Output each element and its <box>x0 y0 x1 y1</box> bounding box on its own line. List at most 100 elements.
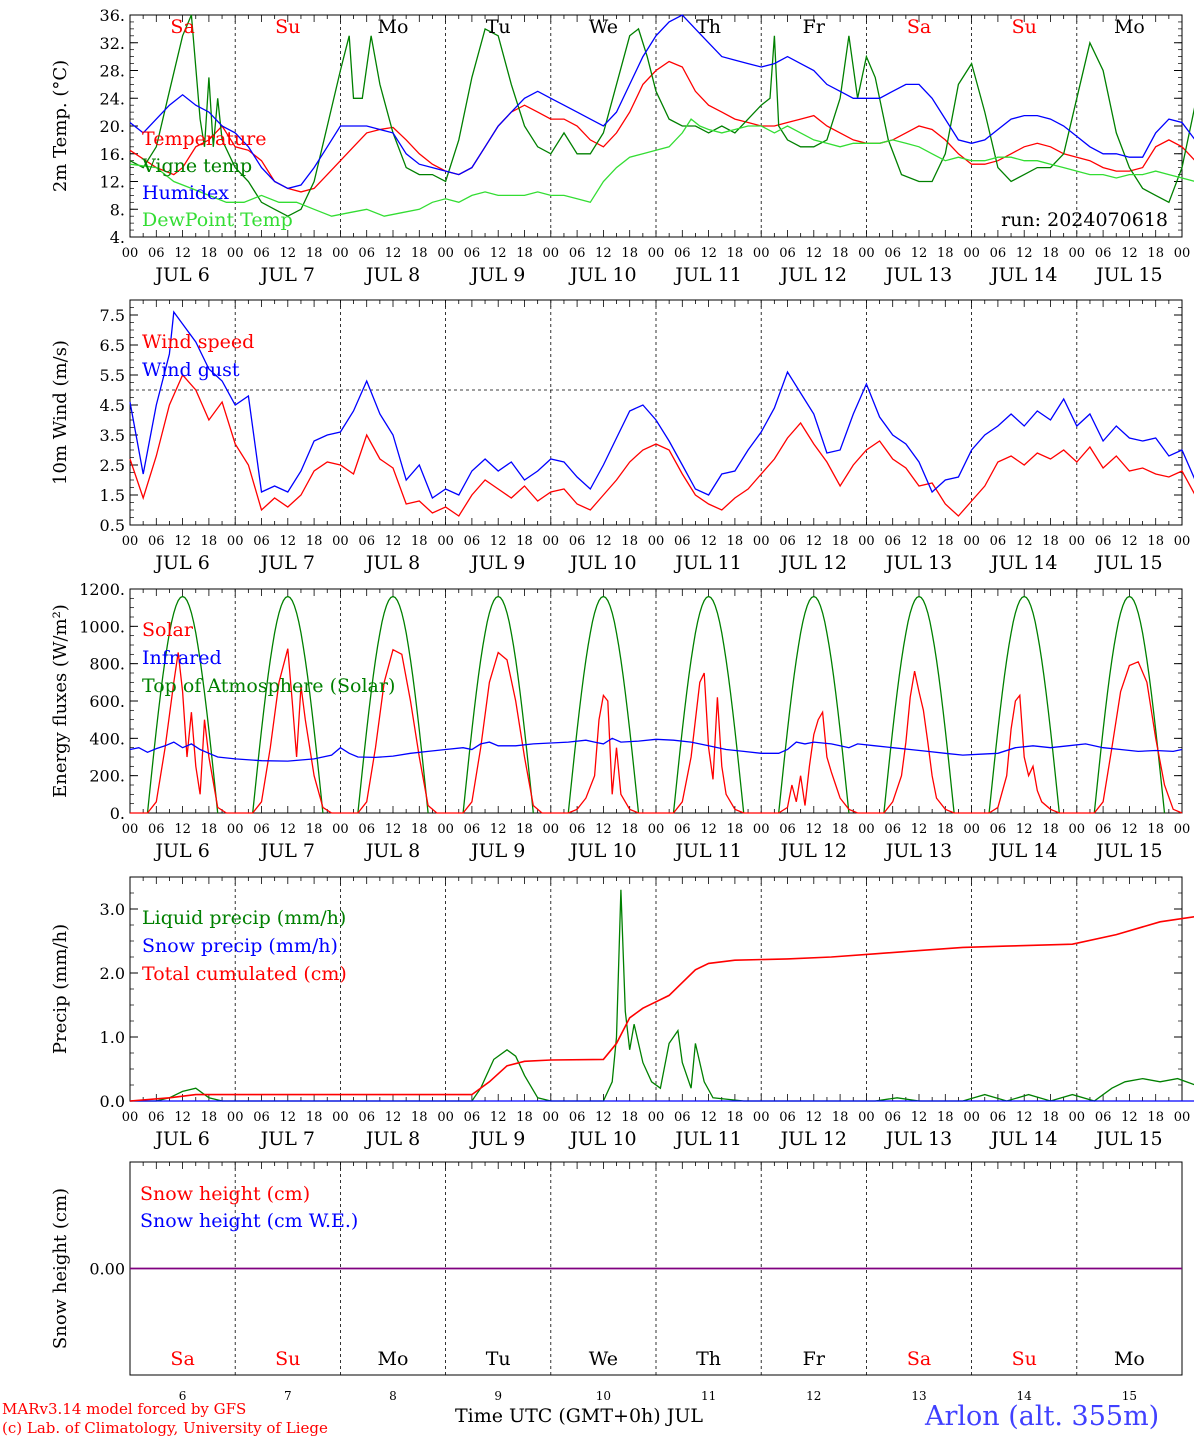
temp-ytick-label: 36. <box>100 6 125 25</box>
temp-hour-label: 18 <box>1147 246 1164 261</box>
temp-ytick-label: 4. <box>110 228 125 247</box>
precip-hour-label: 06 <box>884 1110 901 1125</box>
precip-hour-label: 06 <box>779 1110 796 1125</box>
precip-day-label: JUL 15 <box>1094 1128 1162 1150</box>
wind-hour-label: 12 <box>385 534 402 549</box>
temp-hour-label: 06 <box>990 246 1007 261</box>
energy-ytick-label: 800. <box>89 655 125 674</box>
energy-hour-label: 00 <box>332 822 349 837</box>
wind-ylabel: 10m Wind (m/s) <box>50 340 71 485</box>
temp-ylabel: 2m Temp. (°C) <box>50 60 71 192</box>
wind-hour-label: 06 <box>884 534 901 549</box>
energy-series-1 <box>129 737 1183 762</box>
temp-hour-label: 06 <box>1095 246 1112 261</box>
snow-weekday-label: Mo <box>378 1348 409 1370</box>
precip-ytick-label: 3.0 <box>100 900 125 919</box>
energy-ytick-label: 600. <box>89 692 125 711</box>
wind-hour-label: 06 <box>779 534 796 549</box>
temp-hour-label: 12 <box>806 246 823 261</box>
precip-day-label: JUL 7 <box>259 1128 315 1150</box>
temp-hour-label: 00 <box>858 246 875 261</box>
precip-day-label: JUL 11 <box>673 1128 741 1150</box>
wind-hour-label: 12 <box>174 534 191 549</box>
energy-hour-label: 18 <box>621 822 638 837</box>
precip-hour-label: 18 <box>1042 1110 1059 1125</box>
weekday-label: Sa <box>907 16 931 38</box>
wind-day-label: JUL 10 <box>568 552 636 574</box>
energy-ytick-label: 1200. <box>79 580 125 599</box>
precip-series-2 <box>129 916 1194 1102</box>
wind-day-label: JUL 8 <box>364 552 420 574</box>
temp-hour-label: 00 <box>1069 246 1086 261</box>
wind-hour-label: 18 <box>411 534 428 549</box>
temp-legend-1: Vigne temp <box>141 155 252 177</box>
temp-day-label: JUL 10 <box>568 264 636 286</box>
wind-hour-label: 12 <box>911 534 928 549</box>
model-note: MARv3.14 model forced by GFS <box>2 1400 247 1418</box>
temp-hour-label: 18 <box>411 246 428 261</box>
energy-day-label: JUL 9 <box>469 840 525 862</box>
temp-ytick-label: 16. <box>100 145 125 164</box>
wind-hour-label: 18 <box>1042 534 1059 549</box>
energy-day-label: JUL 11 <box>673 840 741 862</box>
precip-hour-label: 12 <box>1016 1110 1033 1125</box>
weekday-label: Su <box>275 16 300 38</box>
energy-hour-label: 12 <box>1121 822 1138 837</box>
wind-hour-label: 06 <box>569 534 586 549</box>
wind-hour-label: 06 <box>464 534 481 549</box>
precip-hour-label: 06 <box>148 1110 165 1125</box>
temp-ytick-label: 32. <box>100 34 125 53</box>
wind-day-label: JUL 14 <box>989 552 1057 574</box>
model-credit: MARv3.14 model forced by GFS (c) Lab. of… <box>2 1400 328 1438</box>
wind-ytick-label: 7.5 <box>100 306 125 325</box>
precip-hour-label: 00 <box>1174 1110 1191 1125</box>
temp-legend-3: DewPoint Temp <box>142 209 293 231</box>
wind-hour-label: 12 <box>1121 534 1138 549</box>
wind-hour-label: 12 <box>595 534 612 549</box>
precip-hour-label: 06 <box>358 1110 375 1125</box>
temp-ytick-label: 20. <box>100 117 125 136</box>
energy-hour-label: 12 <box>174 822 191 837</box>
precip-hour-label: 06 <box>1095 1110 1112 1125</box>
energy-hour-label: 18 <box>516 822 533 837</box>
precip-hour-label: 00 <box>858 1110 875 1125</box>
temp-hour-label: 18 <box>937 246 954 261</box>
wind-hour-label: 06 <box>253 534 270 549</box>
energy-day-label: JUL 15 <box>1094 840 1162 862</box>
snow-weekday-label: Su <box>275 1348 300 1370</box>
temp-hour-label: 00 <box>437 246 454 261</box>
snow-day-number: 13 <box>911 1389 926 1403</box>
energy-ytick-label: 400. <box>89 729 125 748</box>
energy-hour-label: 18 <box>201 822 218 837</box>
wind-series-1 <box>129 310 1194 499</box>
weekday-label: Th <box>696 16 721 38</box>
temp-legend-0: Temperature <box>142 128 266 150</box>
precip-hour-label: 00 <box>332 1110 349 1125</box>
temp-hour-label: 06 <box>358 246 375 261</box>
temp-hour-label: 06 <box>779 246 796 261</box>
wind-hour-label: 00 <box>753 534 770 549</box>
wind-day-label: JUL 15 <box>1094 552 1162 574</box>
wind-hour-label: 18 <box>516 534 533 549</box>
precip-day-label: JUL 6 <box>153 1128 209 1150</box>
wind-hour-label: 06 <box>674 534 691 549</box>
energy-hour-label: 18 <box>937 822 954 837</box>
wind-hour-label: 18 <box>1147 534 1164 549</box>
energy-hour-label: 06 <box>884 822 901 837</box>
precip-hour-label: 18 <box>516 1110 533 1125</box>
energy-day-label: JUL 13 <box>884 840 952 862</box>
temp-day-label: JUL 15 <box>1094 264 1162 286</box>
snow-weekday-label: Sa <box>170 1348 194 1370</box>
energy-hour-label: 00 <box>543 822 560 837</box>
temp-hour-label: 00 <box>332 246 349 261</box>
energy-hour-label: 06 <box>1095 822 1112 837</box>
snow-day-number: 10 <box>596 1389 611 1403</box>
energy-hour-label: 12 <box>595 822 612 837</box>
snow-day-number: 9 <box>494 1389 502 1403</box>
energy-day-label: JUL 14 <box>989 840 1057 862</box>
wind-series-0 <box>129 373 1194 517</box>
wind-hour-label: 12 <box>700 534 717 549</box>
wind-hour-label: 18 <box>832 534 849 549</box>
precip-day-label: JUL 14 <box>989 1128 1057 1150</box>
